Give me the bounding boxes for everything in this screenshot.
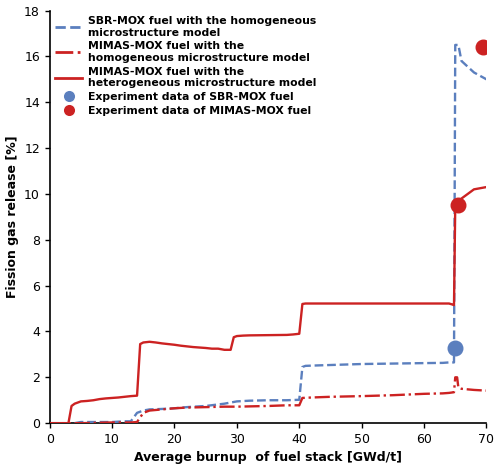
Point <box>451 344 459 351</box>
Point <box>454 202 462 209</box>
Legend: SBR-MOX fuel with the homogeneous
microstructure model, MIMAS-MOX fuel with the
: SBR-MOX fuel with the homogeneous micros… <box>53 14 318 118</box>
Point <box>480 43 488 51</box>
X-axis label: Average burnup  of fuel stack [GWd/t]: Average burnup of fuel stack [GWd/t] <box>134 452 402 464</box>
Y-axis label: Fission gas release [%]: Fission gas release [%] <box>6 135 18 298</box>
